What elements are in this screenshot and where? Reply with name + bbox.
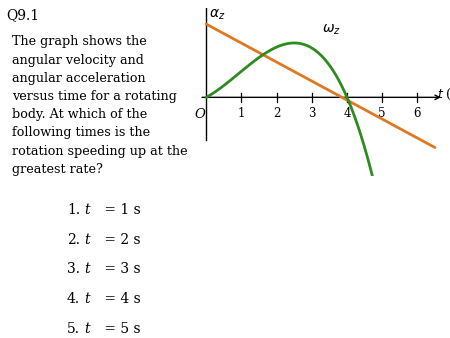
Text: t: t: [84, 322, 90, 336]
Text: = 4 s: = 4 s: [100, 292, 141, 306]
Text: t: t: [84, 292, 90, 306]
Text: 2: 2: [273, 106, 280, 120]
Text: 4: 4: [343, 106, 351, 120]
Text: O: O: [194, 108, 205, 121]
Text: $\omega_z$: $\omega_z$: [322, 22, 341, 37]
Text: 5.: 5.: [67, 322, 80, 336]
Text: t: t: [84, 262, 90, 276]
Text: t: t: [84, 233, 90, 246]
Text: = 3 s: = 3 s: [100, 262, 141, 276]
Text: 4.: 4.: [67, 292, 80, 306]
Text: $\alpha_z$: $\alpha_z$: [209, 8, 225, 22]
Text: 5: 5: [378, 106, 386, 120]
Text: 1: 1: [238, 106, 245, 120]
Text: 6: 6: [414, 106, 421, 120]
Text: $t$ (s): $t$ (s): [436, 87, 450, 102]
Text: 3: 3: [308, 106, 315, 120]
Text: 2.: 2.: [67, 233, 80, 246]
Text: = 1 s: = 1 s: [100, 203, 141, 217]
Text: 3.: 3.: [67, 262, 80, 276]
Text: = 5 s: = 5 s: [100, 322, 141, 336]
Text: The graph shows the
angular velocity and
angular acceleration
versus time for a : The graph shows the angular velocity and…: [12, 35, 188, 176]
Text: 1.: 1.: [67, 203, 80, 217]
Text: t: t: [84, 203, 90, 217]
Text: Q9.1: Q9.1: [6, 8, 39, 22]
Text: = 2 s: = 2 s: [100, 233, 141, 246]
